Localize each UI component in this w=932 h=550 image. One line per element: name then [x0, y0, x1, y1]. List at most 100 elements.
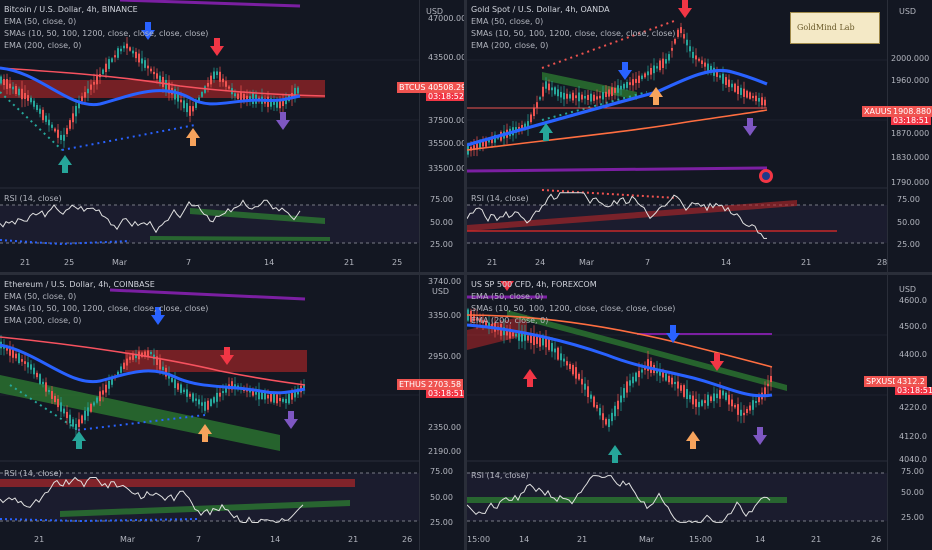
- btc-smas-label[interactable]: SMAs (10, 50, 100, 1200, close, close, c…: [4, 29, 209, 38]
- candle: [620, 395, 622, 403]
- gold-rsi-label[interactable]: RSI (14, close): [471, 194, 529, 203]
- candle: [180, 99, 182, 103]
- spx-tick: 4400.0: [899, 350, 927, 359]
- candle: [692, 395, 694, 405]
- gold-price-tag: 1908.880: [891, 106, 932, 117]
- btc-rsi-label[interactable]: RSI (14, close): [4, 194, 62, 203]
- btc-price-axis[interactable]: [419, 0, 464, 272]
- candle: [276, 394, 278, 404]
- candle: [707, 394, 709, 406]
- candle: [722, 73, 724, 84]
- candle: [554, 348, 556, 353]
- candle: [132, 353, 134, 360]
- candle: [216, 392, 218, 402]
- btc-tick: 43500.00: [428, 53, 464, 62]
- candle: [623, 388, 625, 398]
- candle: [21, 88, 23, 100]
- candle: [225, 386, 227, 393]
- candle: [72, 113, 74, 123]
- candle: [659, 60, 661, 71]
- candle: [129, 47, 131, 51]
- candle: [27, 95, 29, 101]
- eth-rsi-label[interactable]: RSI (14, close): [4, 469, 62, 478]
- eth-unit: USD: [432, 287, 450, 296]
- eth-ema200-label[interactable]: EMA (200, close, 0): [4, 316, 82, 325]
- btc-chart-canvas[interactable]: [0, 0, 464, 272]
- eth-xtick: Mar: [120, 535, 136, 544]
- candle: [75, 424, 77, 430]
- spx-ema200-label[interactable]: EMA (200, close, 0): [471, 316, 549, 325]
- spx-smas-label[interactable]: SMAs (10, 50, 100, 1200, close, close, c…: [471, 304, 676, 313]
- candle: [719, 75, 721, 78]
- candle: [623, 83, 625, 89]
- btc-chart-pane[interactable]: Bitcoin / U.S. Dollar, 4h, BINANCE EMA (…: [0, 0, 464, 272]
- gold-smas-label[interactable]: SMAs (10, 50, 100, 1200, close, close, c…: [471, 29, 676, 38]
- eth-chart-canvas[interactable]: [0, 275, 464, 550]
- candle: [722, 390, 724, 396]
- spx-chart-pane[interactable]: US SP 500 CFD, 4h, FOREXCOM EMA (50, clo…: [467, 275, 932, 550]
- spx-chart-canvas[interactable]: [467, 275, 932, 550]
- gold-chart-canvas[interactable]: [467, 0, 932, 272]
- candle: [557, 347, 559, 360]
- eth-rsi-tick: 25.00: [430, 518, 453, 527]
- gold-rsi-line: [467, 192, 768, 240]
- candle: [647, 359, 649, 371]
- candle: [132, 50, 134, 54]
- horizontal-divider[interactable]: [0, 272, 932, 275]
- eth-chart-pane[interactable]: Ethereum / U.S. Dollar, 4h, COINBASE EMA…: [0, 275, 464, 550]
- candle: [674, 381, 676, 385]
- gold-ema50-label[interactable]: EMA (50, close, 0): [471, 17, 544, 26]
- eth-price-axis[interactable]: [419, 275, 464, 550]
- eth-smas-label[interactable]: SMAs (10, 50, 100, 1200, close, close, c…: [4, 304, 209, 313]
- btc-ema50-label[interactable]: EMA (50, close, 0): [4, 17, 77, 26]
- vertical-divider[interactable]: [464, 0, 467, 550]
- candle: [608, 89, 610, 97]
- candle: [108, 380, 110, 389]
- gold-countdown: 03:18:51: [891, 116, 931, 125]
- candle: [758, 98, 760, 102]
- eth-ema50-label[interactable]: EMA (50, close, 0): [4, 292, 77, 301]
- candle: [138, 53, 140, 63]
- candle: [210, 399, 212, 406]
- candle: [174, 89, 176, 100]
- candle: [674, 39, 676, 44]
- spx-price-axis[interactable]: [887, 275, 932, 550]
- spx-candles: [467, 307, 772, 432]
- candle: [527, 121, 529, 129]
- gold-chart-pane[interactable]: GoldMind Lab Gold Spot / U.S. Dollar, 4h…: [467, 0, 932, 272]
- candle: [204, 86, 206, 93]
- candle: [548, 338, 550, 350]
- candle: [641, 369, 643, 373]
- btc-xtick: 21: [344, 258, 355, 267]
- gold-ema200-label[interactable]: EMA (200, close, 0): [471, 41, 549, 50]
- candle: [222, 78, 224, 83]
- candle: [659, 370, 661, 376]
- eth-arrow-orange: [198, 424, 212, 442]
- btc-arrow-purple: [276, 112, 290, 130]
- candle: [261, 391, 263, 400]
- btc-ema200-label[interactable]: EMA (200, close, 0): [4, 41, 82, 50]
- eth-xtick: 21: [34, 535, 45, 544]
- candle: [749, 92, 751, 99]
- candle: [120, 48, 122, 52]
- candle: [593, 94, 595, 101]
- spx-ema50-label[interactable]: EMA (50, close, 0): [471, 292, 544, 301]
- candle: [252, 389, 254, 396]
- candle: [545, 337, 547, 348]
- gold-xtick: Mar: [579, 258, 595, 267]
- candle: [710, 396, 712, 402]
- candle: [737, 404, 739, 415]
- candle: [632, 79, 634, 86]
- candle: [207, 82, 209, 87]
- gold-price-axis[interactable]: [887, 0, 932, 272]
- btc-countdown: 03:18:52: [426, 92, 464, 101]
- candle: [147, 65, 149, 69]
- gold-support-line: [467, 166, 768, 173]
- candle: [740, 409, 742, 416]
- eth-tick: 2950.00: [428, 352, 462, 361]
- candle: [746, 409, 748, 413]
- candle: [572, 92, 574, 101]
- spx-rsi-label[interactable]: RSI (14, close): [471, 471, 529, 480]
- candle: [770, 375, 772, 383]
- candle: [740, 87, 742, 95]
